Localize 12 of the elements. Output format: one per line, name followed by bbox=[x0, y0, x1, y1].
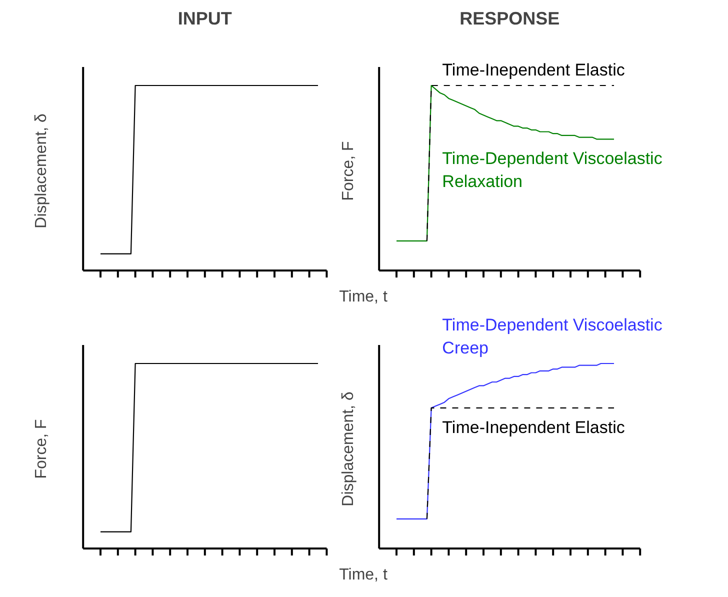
y-axis-title: Displacement, δ bbox=[33, 114, 50, 228]
series-label: Time-Inependent Elastic bbox=[442, 418, 626, 437]
series-label: Time-Dependent Viscoelastic Creep bbox=[442, 316, 663, 358]
series-label: Time-Inependent Elastic bbox=[442, 60, 626, 80]
y-axis-title: Force, F bbox=[340, 140, 358, 201]
series-label: Time-Dependent Viscoelastic Relaxation bbox=[442, 149, 663, 191]
y-axis-title: Force, F bbox=[33, 418, 50, 479]
y-axis-title: Displacement, δ bbox=[340, 392, 358, 506]
x-axis-title: Time, t bbox=[339, 566, 388, 584]
x-axis-title: Time, t bbox=[339, 288, 388, 306]
chart-title: INPUT bbox=[178, 8, 232, 28]
chart-title: RESPONSE bbox=[460, 8, 560, 28]
